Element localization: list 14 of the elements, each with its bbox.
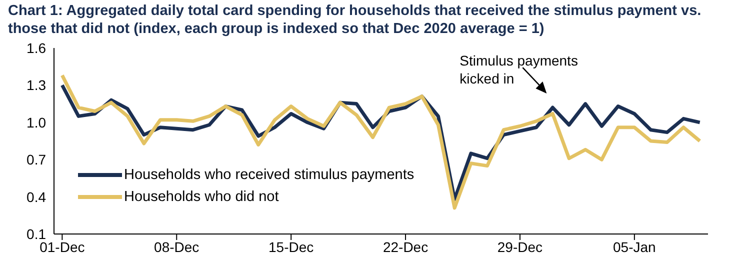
y-tick-label: 1.3 (26, 77, 46, 94)
legend-label: Households who did not (124, 188, 279, 207)
y-tick-label: 1.6 (26, 40, 46, 56)
x-tick-label: 29-Dec (497, 238, 543, 255)
y-tick-label: 0.7 (26, 152, 46, 168)
x-tick-label: 08-Dec (154, 238, 200, 255)
x-tick-label: 15-Dec (268, 238, 314, 255)
y-tick-label: 0.4 (26, 188, 46, 205)
x-tick-label: 22-Dec (382, 238, 428, 255)
x-tick-label: 05-Jan (613, 238, 656, 255)
y-tick-label: 1.0 (26, 114, 46, 130)
legend-label: Households who received stimulus payments (124, 166, 414, 185)
annotation: Stimulus payments kicked in (460, 52, 578, 87)
chart-title: Chart 1: Aggregated daily total card spending for households that received the stimulus payment vs. those that did not (index, each group is indexed so that Dec 2020 average = 1) (8, 2, 702, 39)
